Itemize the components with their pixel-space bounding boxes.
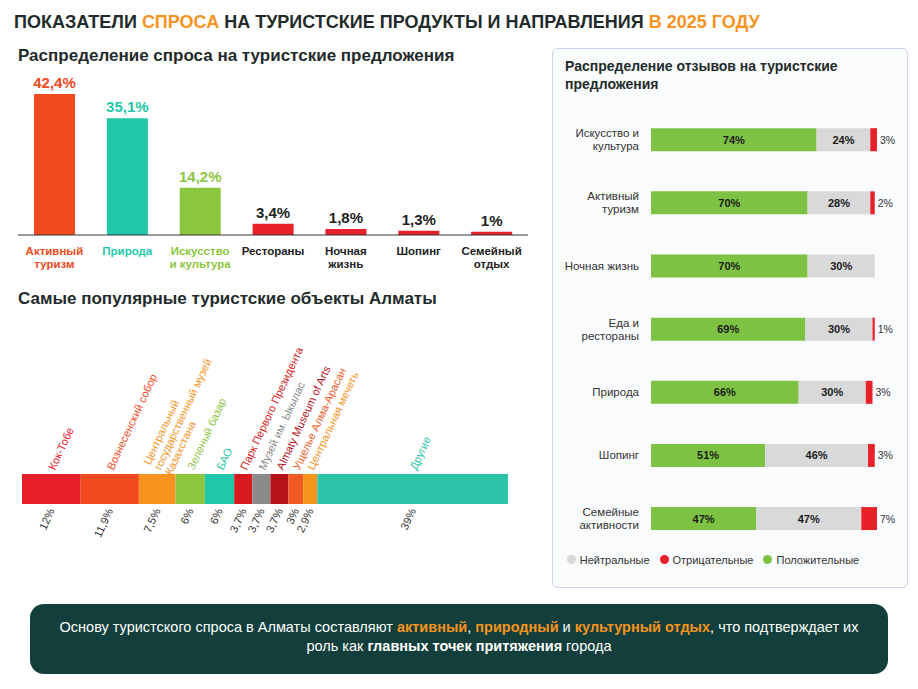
svg-text:47%: 47% bbox=[693, 513, 715, 525]
svg-text:Природа: Природа bbox=[102, 245, 153, 257]
svg-text:Активныйтуризм: Активныйтуризм bbox=[587, 190, 639, 215]
svg-text:Природа: Природа bbox=[592, 386, 639, 398]
svg-text:35,1%: 35,1% bbox=[106, 98, 149, 115]
svg-text:6%: 6% bbox=[178, 506, 196, 526]
svg-text:Активныйтуризм: Активныйтуризм bbox=[26, 245, 84, 270]
svg-text:Шопинг: Шопинг bbox=[599, 449, 639, 461]
svg-text:1,8%: 1,8% bbox=[329, 209, 363, 226]
svg-text:БАО: БАО bbox=[214, 446, 235, 472]
svg-text:30%: 30% bbox=[830, 260, 852, 272]
svg-text:3,4%: 3,4% bbox=[256, 204, 290, 221]
svg-text:46%: 46% bbox=[806, 449, 828, 461]
svg-text:7,5%: 7,5% bbox=[141, 506, 163, 534]
svg-text:Искусствои культура: Искусствои культура bbox=[170, 245, 232, 270]
svg-text:69%: 69% bbox=[717, 323, 739, 335]
svg-text:Семейныйотдых: Семейныйотдых bbox=[461, 245, 521, 270]
svg-text:12%: 12% bbox=[37, 506, 57, 531]
svg-text:14,2%: 14,2% bbox=[179, 168, 222, 185]
svg-text:11,9%: 11,9% bbox=[91, 506, 115, 539]
svg-text:42,4%: 42,4% bbox=[33, 74, 76, 91]
svg-text:Ночнаяжизнь: Ночнаяжизнь bbox=[325, 245, 367, 270]
svg-text:Искусство икультура: Искусство икультура bbox=[575, 127, 639, 152]
svg-text:Другие: Другие bbox=[407, 435, 433, 472]
svg-text:3,7%: 3,7% bbox=[263, 506, 285, 534]
svg-text:Кок-Тобе: Кок-Тобе bbox=[46, 425, 76, 471]
svg-text:Рестораны: Рестораны bbox=[242, 245, 305, 257]
svg-text:30%: 30% bbox=[821, 386, 843, 398]
svg-text:Ночная жизнь: Ночная жизнь bbox=[565, 260, 639, 272]
svg-text:Еда ирестораны: Еда ирестораны bbox=[582, 317, 639, 342]
svg-text:1%: 1% bbox=[878, 323, 893, 335]
svg-text:2,9%: 2,9% bbox=[294, 506, 316, 534]
svg-text:74%: 74% bbox=[723, 134, 745, 146]
svg-text:30%: 30% bbox=[828, 323, 850, 335]
svg-text:28%: 28% bbox=[828, 197, 850, 209]
svg-text:70%: 70% bbox=[718, 260, 740, 272]
svg-text:1%: 1% bbox=[481, 212, 503, 229]
svg-text:2%: 2% bbox=[878, 197, 893, 209]
svg-text:47%: 47% bbox=[798, 513, 820, 525]
svg-text:7%: 7% bbox=[880, 513, 895, 525]
svg-text:1,3%: 1,3% bbox=[402, 211, 436, 228]
svg-text:70%: 70% bbox=[718, 197, 740, 209]
svg-text:Шопинг: Шопинг bbox=[397, 245, 442, 257]
svg-text:39%: 39% bbox=[398, 506, 418, 531]
svg-text:6%: 6% bbox=[207, 506, 225, 526]
svg-text:Центральная мечеть: Центральная мечеть bbox=[305, 370, 361, 472]
svg-text:24%: 24% bbox=[832, 134, 854, 146]
svg-text:3%: 3% bbox=[878, 449, 893, 461]
svg-text:3%: 3% bbox=[876, 386, 891, 398]
svg-text:3%: 3% bbox=[880, 134, 895, 146]
svg-text:66%: 66% bbox=[714, 386, 736, 398]
svg-text:51%: 51% bbox=[697, 449, 719, 461]
svg-text:Семейныеактивности: Семейныеактивности bbox=[579, 506, 639, 531]
